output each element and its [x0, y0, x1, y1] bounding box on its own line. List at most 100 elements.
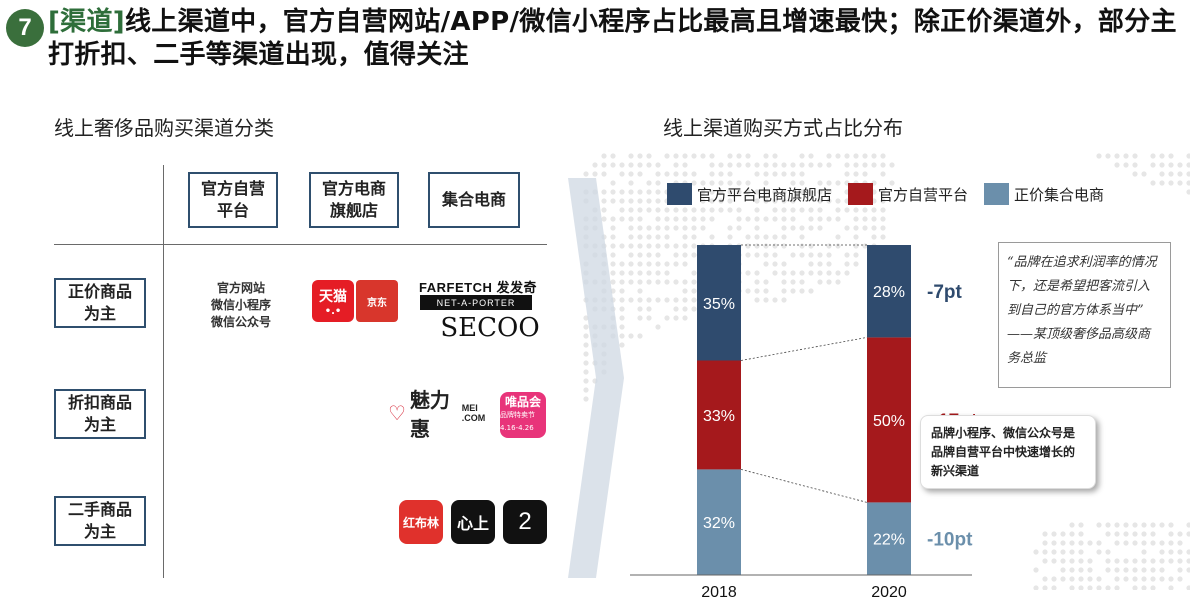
map-dot [763, 261, 769, 267]
map-dot [1060, 558, 1066, 564]
map-dot [619, 306, 625, 312]
page-title: [渠道]线上渠道中，官方自营网站/APP/微信小程序占比最高且增速最快；除正价渠… [48, 6, 1194, 72]
map-dot [727, 171, 733, 177]
map-dot [655, 198, 661, 204]
quote-author: ——某顶级奢侈品高级商务总监 [1007, 327, 1151, 366]
map-dot [790, 252, 796, 258]
map-dot [619, 324, 625, 330]
left-section-title: 线上奢侈品购买渠道分类 [54, 116, 274, 140]
map-dot [664, 207, 670, 213]
map-dot [691, 153, 697, 159]
grid-vertical-line [163, 165, 164, 578]
map-dot [1042, 531, 1048, 537]
map-dot [772, 162, 778, 168]
map-dot [1168, 585, 1174, 590]
map-dot [637, 162, 643, 168]
map-dot [826, 198, 832, 204]
map-dot [1141, 531, 1147, 537]
map-dot [754, 279, 760, 285]
map-dot [808, 270, 814, 276]
map-dot [655, 216, 661, 222]
tmall-logo: 天猫 •.• [312, 280, 354, 322]
map-dot [1186, 549, 1190, 555]
map-dot [754, 288, 760, 294]
map-dot [1033, 567, 1039, 573]
map-dot [1114, 153, 1120, 159]
map-dot [790, 198, 796, 204]
map-dot [637, 279, 643, 285]
map-dot [1114, 531, 1120, 537]
map-dot [1069, 558, 1075, 564]
map-dot [646, 315, 652, 321]
map-dot [1105, 522, 1111, 528]
map-dot [1069, 540, 1075, 546]
map-dot [610, 243, 616, 249]
map-dot [628, 216, 634, 222]
map-dot [646, 297, 652, 303]
map-dot [1114, 576, 1120, 582]
legend-swatch [667, 183, 692, 205]
map-dot [628, 252, 634, 258]
map-dot [781, 216, 787, 222]
official-channels-list: 官方网站 微信小程序 微信公众号 [210, 281, 271, 329]
map-dot [808, 216, 814, 222]
map-dot [1168, 576, 1174, 582]
map-dot [1177, 171, 1183, 177]
map-dot [1141, 171, 1147, 177]
map-dot [682, 225, 688, 231]
redbook-logo: 红布林 [399, 500, 443, 544]
map-dot [1150, 153, 1156, 159]
map-dot [1069, 585, 1075, 590]
map-dot [790, 162, 796, 168]
map-dot [1132, 540, 1138, 546]
map-dot [637, 306, 643, 312]
map-dot [862, 153, 868, 159]
map-dot [610, 270, 616, 276]
row-full-price: 正价商品 为主 [54, 278, 146, 328]
map-dot [583, 369, 589, 375]
map-dot [619, 243, 625, 249]
map-dot [727, 198, 733, 204]
map-dot [754, 162, 760, 168]
map-dot [610, 252, 616, 258]
map-dot [1033, 549, 1039, 555]
farfetch-logo: FARFETCH 发发奇 [419, 279, 537, 295]
map-dot [655, 252, 661, 258]
map-dot [682, 306, 688, 312]
map-dot [1177, 567, 1183, 573]
map-dot [1168, 531, 1174, 537]
map-dot [673, 162, 679, 168]
map-dot [808, 162, 814, 168]
map-dot [1186, 189, 1190, 195]
map-dot [637, 270, 643, 276]
map-dot [1096, 540, 1102, 546]
map-dot [1186, 171, 1190, 177]
map-dot [637, 288, 643, 294]
map-dot [817, 216, 823, 222]
map-dot [592, 162, 598, 168]
map-dot [1159, 180, 1165, 186]
map-dot [682, 297, 688, 303]
map-dot [1186, 153, 1190, 159]
meilihui-logo-text: 魅力惠 [409, 388, 450, 441]
map-dot [808, 252, 814, 258]
map-dot [610, 279, 616, 285]
map-dot [1159, 162, 1165, 168]
map-dot [691, 207, 697, 213]
map-dot [619, 207, 625, 213]
map-dot [1168, 522, 1174, 528]
map-dot [691, 180, 697, 186]
map-dot [601, 198, 607, 204]
map-dot [1132, 576, 1138, 582]
map-dot [709, 153, 715, 159]
map-dot [835, 270, 841, 276]
map-dot [1159, 558, 1165, 564]
map-dot [1132, 585, 1138, 590]
map-dot [835, 216, 841, 222]
map-dot [700, 225, 706, 231]
map-dot [763, 243, 769, 249]
map-dot [871, 216, 877, 222]
map-dot [1114, 162, 1120, 168]
map-dot [691, 243, 697, 249]
map-dot [745, 216, 751, 222]
